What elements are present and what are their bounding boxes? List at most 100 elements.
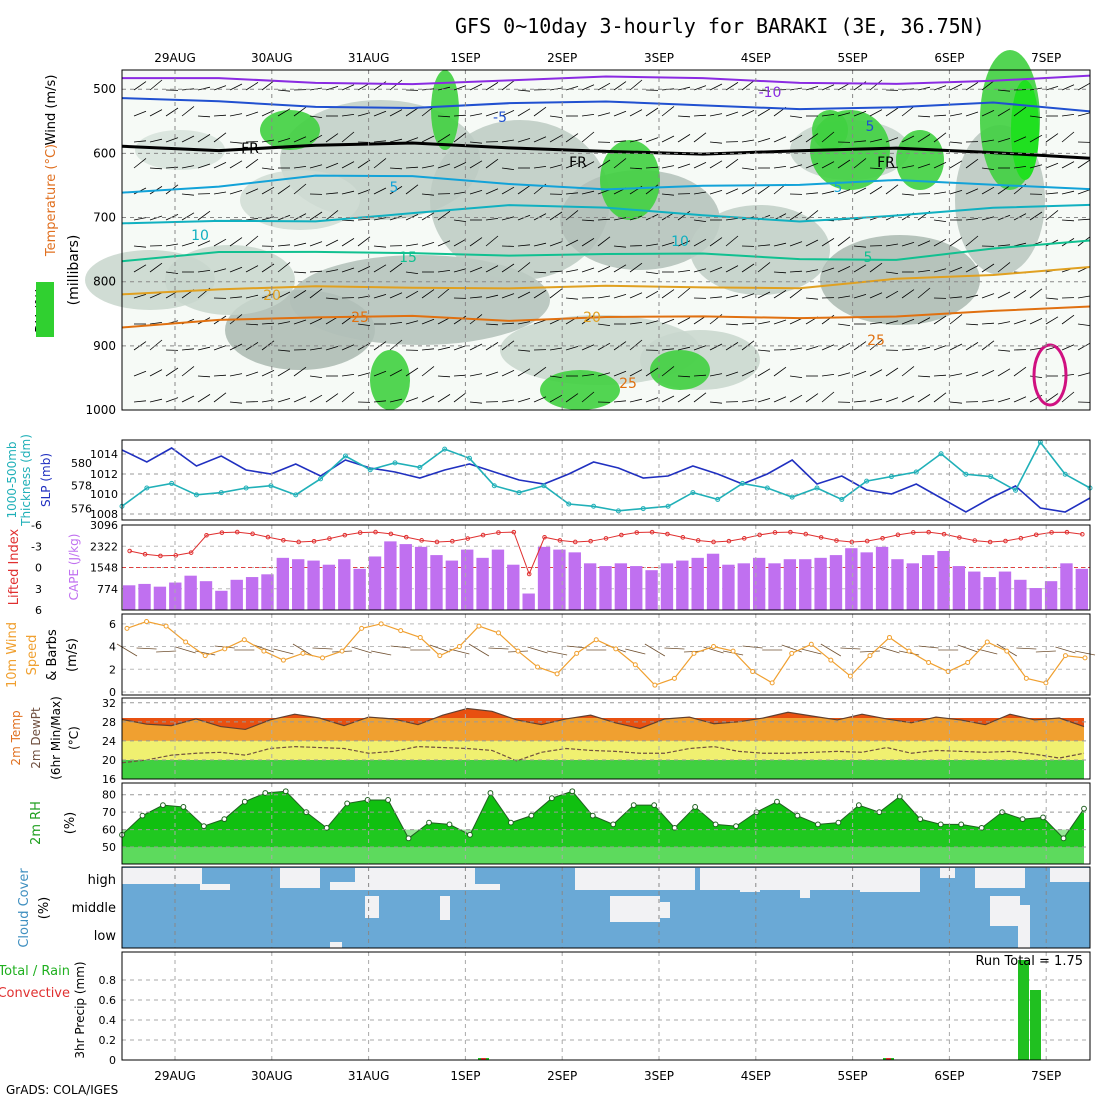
wind-barb [133,81,147,91]
wind-barb [165,397,179,403]
wind-barb [917,86,931,91]
wind-barb [773,271,787,274]
thickness-point [864,478,870,484]
wind-speed-point [886,634,892,640]
wind-barb [581,190,595,195]
wind-barb [309,375,323,378]
wind-barb [821,114,835,117]
thickness-point [516,490,522,496]
wind-barb [547,650,568,656]
wind-barb [309,347,323,351]
wind-barb [837,372,851,377]
wind-barb [312,647,333,650]
cape-bar [292,559,305,610]
wind-barb [981,263,995,273]
cape-bar [123,585,136,610]
wind-barb [229,266,243,273]
cape-bar [184,575,197,610]
wind-speed-point [632,662,638,668]
wind-barb [533,213,547,221]
wind-barb [1077,218,1091,221]
wind-barb [293,271,307,274]
lifted-index-point [511,529,517,535]
wind-barb [1013,106,1027,117]
wind-barb [885,243,899,247]
thickness-point [144,485,150,491]
wind-barb [869,186,883,195]
wind-speed-point [222,646,228,652]
wind-barb [741,399,755,403]
cape-bar [1060,563,1073,610]
wind-barb [805,133,819,143]
wind-barb [341,131,355,143]
wind-barb [853,140,867,143]
rh-point [855,802,862,809]
wind-barb [677,287,691,299]
wind-barb [1077,82,1091,91]
wind-barb [837,266,851,273]
rh-high-shade [370,350,410,410]
wind-barb [133,400,147,403]
precip-axis-label: 3hr Precip (mm) [73,961,87,1058]
wind-barb [549,347,563,351]
wind-barb [997,321,1011,325]
precip-panel-bg [122,952,1090,1060]
slp-tick-label: 1014 [90,448,118,461]
cape-bar [445,560,459,610]
wind-barb [757,244,771,247]
cape-bar [676,560,689,610]
temp-axis-label: 2m Temp [9,710,23,765]
cape-bar [783,559,797,610]
wind-barb [773,290,787,299]
temp-unit-label: (°C) [67,726,81,750]
rh-point [958,821,965,828]
wind-barb [469,83,483,91]
wind-speed-point [965,659,971,665]
wind10-unit-label: (m/s) [65,638,80,672]
wind-barb [421,366,435,377]
lifted-index-point [972,538,978,543]
wind-barb [485,294,499,299]
rh-high-shade [1011,80,1039,180]
wind-barb [213,191,227,195]
wind-barb [261,322,275,325]
cloud-cell [122,868,202,884]
wind-barb [469,401,483,404]
wind-barb [341,374,355,377]
lifted-index-point [818,535,824,540]
wind-barb [181,135,195,143]
wind-barb [517,138,531,143]
rh-panel-frame [121,782,1091,865]
wind-barb [981,186,995,195]
wind-barb [293,136,307,143]
wind-barb [1016,647,1037,650]
wind-barb [527,646,548,654]
wind-barb [485,371,499,377]
wind-barb [341,219,355,222]
temp-minmax-label: (6hr Min/Max) [49,696,63,780]
wind-barb [1029,211,1043,221]
wind-barb [437,375,451,378]
wind-barb [175,646,196,654]
wind-barb [405,166,419,169]
wind-barb [661,318,675,325]
wind-barb [373,245,387,248]
cloud-cell [280,868,320,888]
cloud-cell [860,868,920,892]
rh-point [507,819,514,826]
wind-barb [773,319,787,325]
wind-barb [981,216,995,221]
cloud-cell [330,942,342,948]
wind-barb [677,240,691,247]
wind-barb [357,372,371,377]
rh-point [282,788,289,795]
wind-barb [885,397,899,403]
temp-line [121,707,1085,731]
lifted-index-point [188,550,194,555]
cape-bar [522,593,535,610]
wind-barb [661,165,675,169]
dewpt-axis-label: 2m DewPt [29,707,43,769]
cape-bar [998,571,1012,610]
wind-barb [1061,114,1075,117]
wind-barb [805,346,819,351]
